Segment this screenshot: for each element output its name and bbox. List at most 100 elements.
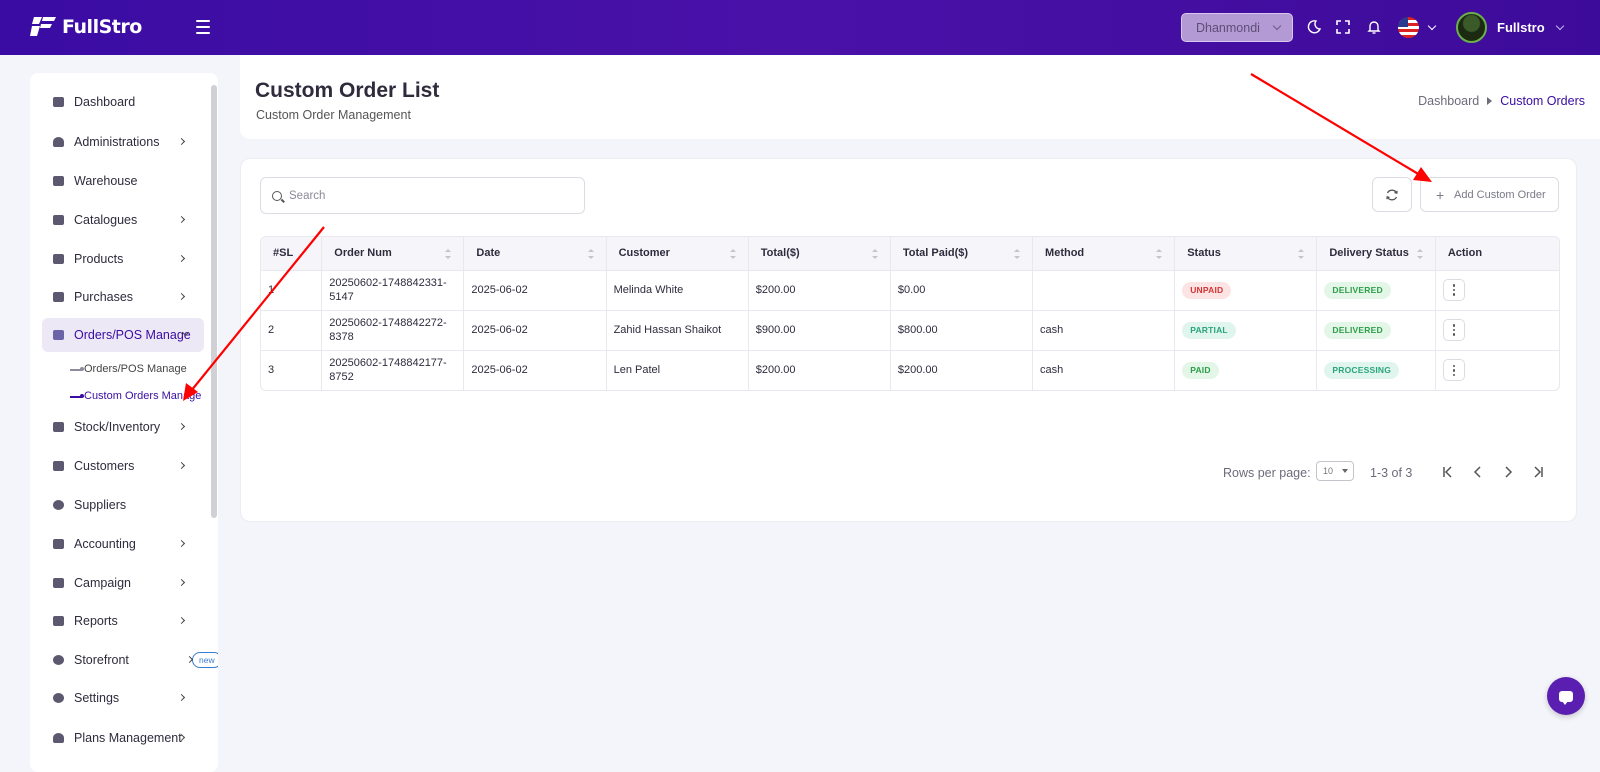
first-page-icon[interactable]	[1440, 464, 1456, 480]
cell-total: $900.00	[748, 310, 891, 351]
sort-icon[interactable]	[1156, 249, 1163, 259]
column-header-total-paid[interactable]: Total Paid($)	[890, 237, 1034, 271]
sidebar-item-settings[interactable]: Settings	[42, 681, 204, 715]
sidebar-scrollbar[interactable]	[211, 85, 217, 518]
catalogue-icon	[53, 215, 64, 225]
sidebar-item-products[interactable]: Products	[42, 242, 204, 276]
search-input[interactable]	[289, 189, 569, 202]
cell-sl: 2	[261, 310, 323, 351]
column-header-delivery-status[interactable]: Delivery Status	[1316, 237, 1436, 271]
cell-status: PAID	[1174, 350, 1318, 390]
sort-icon[interactable]	[1416, 249, 1423, 259]
user-menu-chevron-icon[interactable]	[1555, 21, 1565, 31]
sidebar-item-purchases[interactable]: Purchases	[42, 280, 204, 314]
app-logo[interactable]: FullStro	[30, 14, 142, 40]
user-icon	[53, 137, 64, 147]
sort-icon[interactable]	[729, 249, 736, 259]
chat-icon	[1559, 690, 1573, 705]
last-page-icon[interactable]	[1530, 464, 1546, 480]
username[interactable]: Fullstro	[1497, 20, 1545, 35]
sidebar-item-campaign[interactable]: Campaign	[42, 566, 204, 600]
cell-method: cash	[1032, 350, 1176, 390]
sort-icon[interactable]	[1014, 249, 1021, 259]
cell-status: PARTIAL	[1174, 310, 1318, 351]
sort-icon[interactable]	[1298, 249, 1305, 259]
branch-select[interactable]: Dhanmondi	[1181, 13, 1293, 42]
pagination: Rows per page: 10 1-3 of 3	[241, 461, 1578, 485]
language-flag-icon[interactable]	[1398, 17, 1419, 38]
add-custom-order-button[interactable]: + Add Custom Order	[1420, 177, 1559, 212]
cell-action	[1435, 310, 1559, 351]
sidebar-item-label: Administrations	[74, 135, 160, 149]
sidebar-item-warehouse[interactable]: Warehouse	[42, 164, 204, 198]
sidebar-item-stock-inventory[interactable]: Stock/Inventory	[42, 410, 204, 444]
sidebar-item-dashboard[interactable]: Dashboard	[42, 85, 204, 119]
previous-page-icon[interactable]	[1470, 464, 1486, 480]
pagination-range: 1-3 of 3	[1370, 466, 1413, 480]
sidebar-item-customers[interactable]: Customers	[42, 449, 204, 483]
cell-order-num: 20250602-1748842272-8378	[321, 310, 465, 351]
avatar[interactable]	[1456, 12, 1487, 43]
row-actions-button[interactable]	[1442, 319, 1465, 341]
sidebar-item-suppliers[interactable]: Suppliers	[42, 488, 204, 522]
cell-order-num: 20250602-1748842177-8752	[321, 350, 465, 390]
sidebar-item-orders-pos[interactable]: Orders/POS Manage	[42, 318, 204, 352]
page-subtitle: Custom Order Management	[256, 108, 411, 122]
sort-icon[interactable]	[445, 249, 452, 259]
chevron-right-icon	[177, 693, 186, 702]
sidebar-item-accounting[interactable]: Accounting	[42, 527, 204, 561]
sidebar-item-label: Campaign	[74, 576, 131, 590]
cell-delivery-status: DELIVERED	[1316, 270, 1436, 311]
sidebar-item-catalogues[interactable]: Catalogues	[42, 203, 204, 237]
cell-customer: Melinda White	[606, 270, 749, 311]
dark-mode-icon[interactable]	[1305, 18, 1323, 36]
notification-bell-icon[interactable]	[1365, 18, 1383, 36]
sidebar-item-plans-management[interactable]: Plans Management	[42, 721, 204, 755]
column-header-customer[interactable]: Customer	[606, 237, 749, 271]
delivery-status-badge: PROCESSING	[1324, 361, 1400, 379]
cell-total-paid: $0.00	[890, 270, 1034, 311]
chevron-right-icon	[177, 578, 186, 587]
row-actions-button[interactable]	[1442, 279, 1465, 301]
top-bar: FullStro Dhanmondi Fullstro	[0, 0, 1600, 55]
sort-icon[interactable]	[587, 249, 594, 259]
cell-delivery-status: PROCESSING	[1316, 350, 1436, 390]
column-header-method[interactable]: Method	[1032, 237, 1176, 271]
chevron-right-icon	[177, 254, 186, 263]
sidebar-subitem-orders-pos[interactable]: Orders/POS Manage	[70, 363, 187, 375]
menu-toggle-icon[interactable]	[196, 20, 210, 34]
next-page-icon[interactable]	[1500, 464, 1516, 480]
sidebar-item-reports[interactable]: Reports	[42, 604, 204, 638]
sidebar-subitem-custom-orders[interactable]: Custom Orders Manage	[70, 390, 201, 402]
sidebar-item-storefront[interactable]: Storefront new	[42, 643, 218, 677]
column-header-order-num[interactable]: Order Num	[321, 237, 465, 271]
sort-icon[interactable]	[871, 249, 878, 259]
sidebar-item-label: Customers	[74, 459, 135, 473]
column-header-date[interactable]: Date	[463, 237, 607, 271]
cell-delivery-status: DELIVERED	[1316, 310, 1436, 351]
status-badge: PARTIAL	[1182, 321, 1236, 339]
cell-total: $200.00	[748, 270, 891, 311]
breadcrumb-current: Custom Orders	[1500, 94, 1585, 108]
fullscreen-icon[interactable]	[1334, 18, 1352, 36]
sidebar-item-label: Stock/Inventory	[74, 420, 161, 434]
new-badge: new	[192, 652, 218, 668]
page-title: Custom Order List	[255, 79, 440, 102]
language-chevron-icon[interactable]	[1427, 21, 1437, 31]
table-header-row: #SL Order Num Date Customer Total($) Tot…	[261, 237, 1559, 271]
chat-button[interactable]	[1547, 677, 1585, 715]
refresh-button[interactable]	[1372, 177, 1412, 212]
cell-customer: Len Patel	[606, 350, 749, 390]
chevron-right-icon	[177, 422, 186, 431]
sidebar-item-administrations[interactable]: Administrations	[42, 125, 204, 159]
column-header-total[interactable]: Total($)	[748, 237, 891, 271]
suppliers-icon	[53, 500, 64, 510]
page-header: Custom Order List Custom Order Managemen…	[240, 55, 1600, 139]
column-header-status[interactable]: Status	[1174, 237, 1318, 271]
logo-icon	[30, 17, 56, 36]
rows-per-page-select[interactable]: 10	[1316, 461, 1354, 481]
reports-icon	[53, 616, 64, 626]
breadcrumb-dashboard-link[interactable]: Dashboard	[1418, 94, 1480, 108]
search-box	[260, 177, 585, 214]
row-actions-button[interactable]	[1442, 359, 1465, 382]
